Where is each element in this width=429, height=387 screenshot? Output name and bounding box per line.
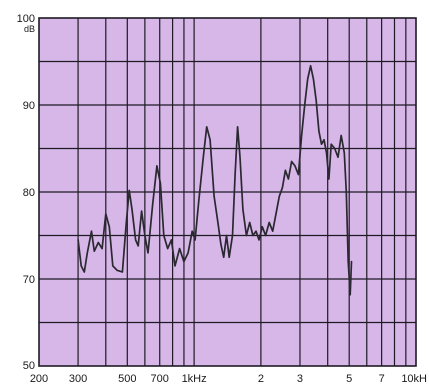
y-tick-label: 100 [17, 13, 35, 25]
y-unit-label: dB [24, 24, 35, 34]
x-tick-label: 700 [151, 373, 169, 385]
x-tick-label: 10kH [401, 373, 427, 385]
y-tick-label: 90 [23, 100, 35, 112]
axis-labels: 100 90 80 70 50 dB 200 300 500 700 1kHz 2 3 5 7 10kH [17, 13, 427, 385]
grid-lines [39, 18, 416, 366]
x-tick-label: 2 [258, 373, 264, 385]
x-tick-label: 300 [69, 373, 87, 385]
y-tick-label: 80 [23, 187, 35, 199]
x-tick-label: 5 [346, 373, 352, 385]
x-tick-label: 7 [379, 373, 385, 385]
x-tick-label: 500 [118, 373, 136, 385]
x-tick-label: 200 [30, 373, 48, 385]
y-tick-label: 50 [23, 360, 35, 372]
x-tick-label: 3 [297, 373, 303, 385]
y-tick-label: 70 [23, 274, 35, 286]
response-curve [77, 64, 353, 296]
x-tick-label: 1kHz [182, 373, 207, 385]
